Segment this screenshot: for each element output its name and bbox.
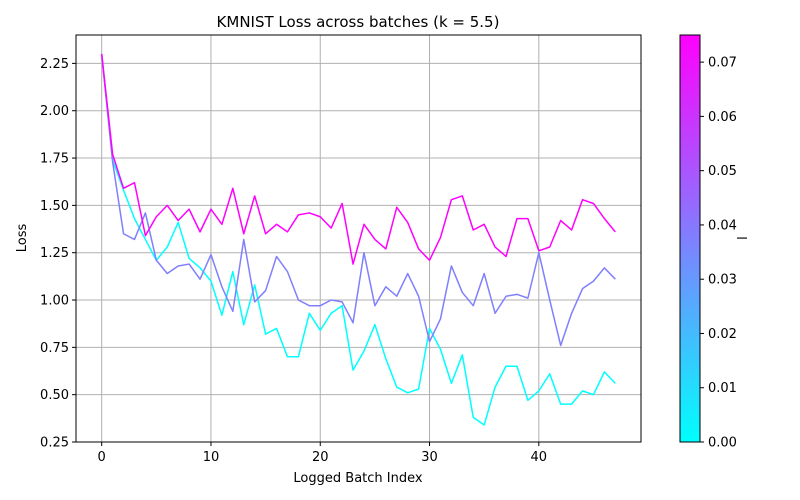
series-line [100,53,616,265]
colorbar [679,34,701,443]
chart-title: KMNIST Loss across batches (k = 5.5) [217,13,500,31]
y-tick-label: 2.00 [40,104,69,119]
grid [76,35,641,443]
y-tick-label: 0.75 [40,341,69,356]
x-axis-ticks: 0 10 20 30 40 [98,442,548,465]
colorbar-tick-label: 0.02 [708,327,737,342]
x-tick-label: 20 [312,450,329,465]
series-line [100,53,616,426]
colorbar-label: l [736,236,751,240]
colorbar-tick-label: 0.06 [708,110,737,125]
y-tick-label: 0.50 [40,388,69,403]
colorbar-tick-label: 0.01 [708,381,737,396]
y-tick-label: 1.50 [40,199,69,214]
y-tick-label: 1.25 [40,246,69,261]
plot-frame [75,34,642,443]
series-lines [100,53,616,426]
y-tick-label: 0.25 [40,436,69,451]
y-tick-label: 1.75 [40,152,69,167]
x-tick-label: 40 [531,450,548,465]
x-tick-label: 0 [98,450,106,465]
colorbar-tick-label: 0.05 [708,164,737,179]
y-tick-label: 2.25 [40,57,69,72]
x-tick-label: 10 [203,450,220,465]
x-tick-label: 30 [421,450,438,465]
colorbar-tick-label: 0.03 [708,273,737,288]
y-tick-label: 1.00 [40,294,69,309]
colorbar-tick-label: 0.04 [708,218,737,233]
x-axis-label: Logged Batch Index [293,471,422,486]
colorbar-ticks: 0.00 0.01 0.02 0.03 0.04 0.05 0.06 0.07 [700,56,737,451]
series-line [100,53,616,347]
colorbar-tick-label: 0.00 [708,436,737,451]
y-axis-label: Loss [15,224,30,253]
y-axis-ticks: 0.25 0.50 0.75 1.00 1.25 1.50 1.75 2.00 2.25 [40,57,76,451]
colorbar-tick-label: 0.07 [708,56,737,71]
